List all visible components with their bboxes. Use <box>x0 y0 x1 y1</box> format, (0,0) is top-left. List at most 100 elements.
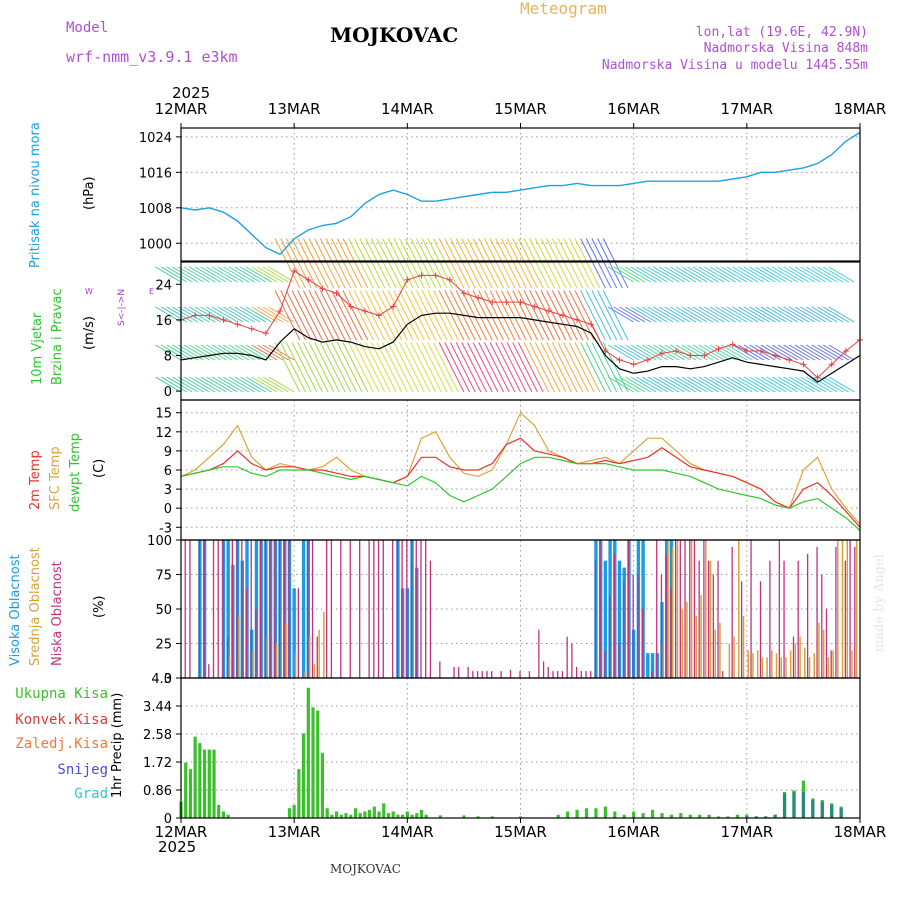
precip-total-bar <box>221 811 226 818</box>
wind-arrow <box>223 376 250 393</box>
wind-arrow <box>348 238 374 289</box>
wind-arrow <box>444 290 471 341</box>
precip-total-bar <box>679 813 683 818</box>
wind-arrow <box>353 238 380 289</box>
wind-arrow <box>687 266 714 283</box>
meteogram-label: Meteogram <box>520 0 607 18</box>
wind-arrow <box>721 306 748 323</box>
x-label-bottom: 13MAR <box>268 823 321 841</box>
wind-arrow <box>574 342 601 393</box>
temp-dewpt-line <box>180 456 861 531</box>
wind-arrow <box>359 290 386 341</box>
wind-arrow <box>574 238 601 289</box>
pressure-tick-label: 1016 <box>139 166 172 181</box>
precip-total-bar <box>660 813 664 818</box>
wind-arrow <box>206 306 233 323</box>
wind-arrow <box>743 306 770 323</box>
wind-arrow <box>172 306 199 323</box>
cloud-high-bar <box>301 540 306 678</box>
wind-arrow <box>517 238 544 289</box>
wind-arrow <box>546 238 572 289</box>
wind-arrow <box>240 306 267 323</box>
precip-total-bar <box>363 811 367 818</box>
wind-compass: S<-|->N W E <box>85 258 154 328</box>
wind-arrow <box>777 306 804 323</box>
wind-arrow <box>438 342 465 393</box>
wind-arrow <box>478 342 504 393</box>
wind-arrow <box>738 266 765 283</box>
wind-arrow <box>517 290 544 341</box>
grid-layer <box>181 128 860 818</box>
cloud-high-bar <box>646 653 650 678</box>
wind-arrow <box>563 238 589 289</box>
wind-arrow <box>563 342 589 393</box>
wind-arrow <box>410 238 437 289</box>
wind-arrow <box>619 306 646 323</box>
wind-arrow <box>257 266 284 283</box>
wind-arrow <box>467 290 493 341</box>
precip-total-bar <box>217 804 221 818</box>
wind-arrow <box>738 306 765 323</box>
wind-arrow <box>585 238 612 289</box>
wind-arrow <box>732 306 759 323</box>
wind-arrow <box>783 266 810 283</box>
wind-arrow <box>512 238 538 289</box>
wind-arrow <box>370 342 397 393</box>
precip-total-bar <box>405 811 409 818</box>
wind-arrow <box>698 376 725 393</box>
wind-arrow <box>172 376 199 393</box>
wind-arrow <box>721 344 748 361</box>
temp-tick-label: -3 <box>159 521 172 536</box>
wind-arrow <box>455 290 482 341</box>
wind-arrow <box>658 376 685 393</box>
wind-arrow <box>788 266 815 283</box>
precip-total-bar <box>287 808 292 818</box>
precip-total-bar <box>188 769 193 818</box>
wind-arrow <box>217 306 244 323</box>
wind-arrow <box>653 376 680 393</box>
precip-total-bar <box>311 707 315 818</box>
wind-arrow <box>308 342 335 393</box>
precip-total-bar <box>349 814 353 818</box>
wind-arrow <box>177 306 204 323</box>
wind-arrow <box>619 266 646 283</box>
precip-tick-label: 3.44 <box>143 700 172 715</box>
wind-tick-label: 24 <box>155 278 172 293</box>
wind-arrow <box>591 238 618 289</box>
wind-arrow <box>365 342 391 393</box>
precip-total-bar <box>438 815 442 818</box>
wind-arrow <box>715 306 742 323</box>
wind-arrow <box>692 344 719 361</box>
wind-arrow <box>285 290 312 341</box>
wind-arrow <box>506 290 533 341</box>
wind-arrow <box>523 238 550 289</box>
wind-arrow <box>563 290 589 341</box>
wind-arrow <box>726 266 753 283</box>
wind-arrow <box>438 238 465 289</box>
wind-arrow <box>472 290 499 341</box>
wind-arrow <box>217 376 244 393</box>
wind-arrow <box>557 342 584 393</box>
wind-arrow <box>211 306 238 323</box>
wind-arrow <box>664 344 691 361</box>
temp-tick-label: 15 <box>155 407 172 422</box>
wind-arrow <box>675 266 702 283</box>
cloud-tick-label: 100 <box>147 534 172 549</box>
wind-arrow <box>211 266 238 283</box>
wind-arrow <box>670 266 697 283</box>
wind-arrow <box>483 238 510 289</box>
x-label-top: 15MAR <box>494 100 547 118</box>
wind-arrow <box>489 342 516 393</box>
precip-snow-bar <box>745 816 749 818</box>
wind-arrow <box>342 290 369 341</box>
wind-arrow <box>331 290 357 341</box>
wind-arrow <box>529 290 555 341</box>
wind-arrow <box>692 376 719 393</box>
wind-arrow <box>268 266 295 283</box>
precip-total-bar <box>688 814 692 818</box>
wind-arrow <box>546 290 572 341</box>
wind-arrow <box>285 342 312 393</box>
wind-arrow <box>251 266 278 283</box>
precip-total-bar <box>556 814 560 818</box>
wind-arrow <box>828 376 855 393</box>
